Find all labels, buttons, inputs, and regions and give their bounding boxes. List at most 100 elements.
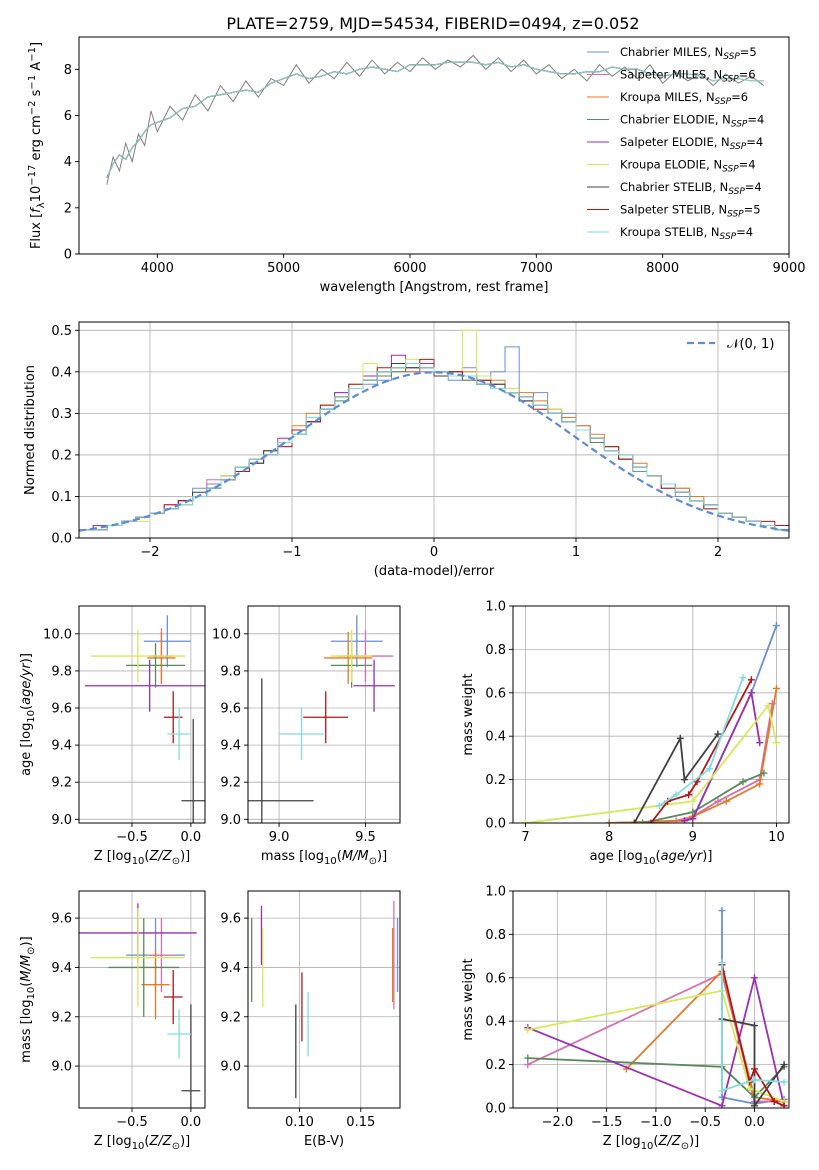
- y-tick-label: 0.0: [485, 817, 506, 832]
- figure-title: PLATE=2759, MJD=54534, FIBERID=0494, z=0…: [226, 14, 639, 33]
- y-tick-label: 9.4: [220, 739, 241, 754]
- y-tick-label: 4: [64, 155, 72, 170]
- y-tick-label: 0.0: [51, 532, 72, 547]
- x-tick-label: −2: [140, 545, 159, 560]
- data-point: [147, 631, 176, 684]
- mass-weight-line: [609, 688, 778, 823]
- plus-marker: [722, 797, 730, 805]
- plus-marker: [647, 819, 655, 823]
- model-spectrum-line: [106, 61, 688, 179]
- x-axis-label: E(B-V): [304, 1134, 344, 1149]
- plus-marker: [780, 1061, 788, 1069]
- gaussian-reference-line: [79, 371, 789, 532]
- plus-marker: [718, 959, 726, 967]
- y-tick-label: 9.4: [220, 961, 241, 976]
- legend-label: Salpeter MILES, NSSP=6: [620, 68, 756, 85]
- data-point: [126, 643, 185, 688]
- x-tick-label: 0.0: [181, 1115, 202, 1130]
- x-tick-label: 8: [605, 830, 613, 845]
- plus-marker: [770, 1097, 778, 1105]
- x-tick-label: −1: [282, 545, 301, 560]
- y-tick-label: 9.0: [220, 813, 241, 828]
- plus-marker: [718, 1087, 726, 1095]
- plus-marker: [689, 797, 697, 805]
- y-tick-label: 9.8: [220, 664, 241, 679]
- y-tick-label: 9.0: [51, 813, 72, 828]
- plus-marker: [706, 765, 714, 773]
- x-tick-label: 0.0: [744, 1115, 765, 1130]
- data-point: [84, 659, 205, 712]
- mass-weight-line: [684, 689, 761, 822]
- panel-spectrum: 4000 5000 6000 7000 8000 9000 0 2 4 6 8 Chabrier MI…: [27, 36, 806, 295]
- data-point: [167, 1009, 191, 1059]
- histogram-step-line: [79, 363, 789, 531]
- plus-marker: [655, 802, 663, 810]
- y-tick-label: 9.0: [220, 1060, 241, 1075]
- x-axis-label: Z [log10(Z/Z⊙)]: [94, 849, 191, 867]
- y-tick-label: 1.0: [485, 885, 506, 900]
- x-tick-label: 1: [572, 545, 580, 560]
- legend-label: Salpeter STELIB, NSSP=5: [620, 203, 761, 220]
- y-tick-label: 0.2: [485, 1058, 506, 1073]
- y-tick-label: 0: [64, 248, 72, 263]
- legend-label: Chabrier MILES, NSSP=5: [620, 45, 757, 62]
- y-tick-label: 0.4: [485, 730, 506, 745]
- x-axis-label: wavelength [Angstrom, rest frame]: [320, 280, 549, 295]
- legend-label: Salpeter ELODIE, NSSP=4: [620, 135, 763, 152]
- y-axis-label: age [log10(age/yr)]: [19, 653, 37, 776]
- axes-frame: [512, 890, 790, 1109]
- data-point: [303, 691, 349, 744]
- x-tick-label: 4000: [141, 261, 174, 276]
- axes-frame: [78, 890, 206, 1109]
- y-tick-label: 0.2: [51, 448, 72, 463]
- y-tick-label: 9.6: [220, 702, 241, 717]
- data-point: [141, 950, 170, 1020]
- y-tick-label: 0.6: [485, 971, 506, 986]
- plus-marker: [714, 730, 722, 738]
- plus-marker: [739, 778, 747, 786]
- plus-marker: [760, 769, 768, 777]
- x-tick-label: −1.5: [591, 1115, 623, 1130]
- y-tick-label: 9.8: [51, 664, 72, 679]
- model-spectrum-line: [106, 61, 575, 179]
- y-axis-label: mass [log10(M/M⊙)]: [19, 936, 37, 1062]
- x-tick-label: 10: [768, 830, 785, 845]
- data-point: [279, 708, 324, 760]
- x-axis-label: mass [log10(M/M⊙)]: [261, 849, 387, 867]
- plus-marker: [780, 1102, 788, 1108]
- y-tick-label: 0.5: [51, 324, 72, 339]
- y-tick-label: 9.2: [51, 1010, 72, 1025]
- plus-marker: [685, 791, 693, 799]
- y-tick-label: 0.4: [51, 365, 72, 380]
- mass-weight-line: [633, 733, 719, 823]
- x-tick-label: −2.0: [542, 1115, 574, 1130]
- x-tick-label: −0.5: [116, 830, 148, 845]
- y-tick-label: 9.2: [220, 776, 241, 791]
- x-tick-label: 9.0: [269, 830, 290, 845]
- plus-marker: [680, 776, 688, 784]
- model-spectrum-line: [106, 61, 575, 179]
- y-tick-label: 10.0: [43, 627, 72, 642]
- panel-mass-weight-vs-age: 7 8 9 10 0.0 0.2 0.4 0.6 0.8 1.0 age [log10(age/yr…: [461, 600, 790, 867]
- data-point: [163, 969, 183, 1025]
- mass-weight-line: [721, 962, 785, 1092]
- data-point: [330, 630, 373, 683]
- x-axis-label: age [log10(age/yr)]: [590, 849, 713, 867]
- data-point: [149, 918, 174, 993]
- plus-marker: [718, 1102, 726, 1108]
- x-tick-label: 9: [689, 830, 697, 845]
- plot-area: [79, 329, 789, 532]
- plus-marker: [780, 1078, 788, 1086]
- plus-marker: [751, 1022, 758, 1030]
- plus-marker: [718, 907, 726, 915]
- observed-spectrum: [106, 54, 764, 185]
- axes-frame: [78, 36, 790, 255]
- x-tick-label: 8000: [646, 261, 679, 276]
- plus-marker: [739, 674, 747, 682]
- mass-weight-line: [525, 703, 778, 823]
- legend-label: Kroupa MILES, NSSP=6: [620, 90, 748, 107]
- plus-marker: [747, 689, 755, 697]
- x-tick-label: 0.10: [285, 1115, 314, 1130]
- model-spectrum-line: [106, 61, 575, 179]
